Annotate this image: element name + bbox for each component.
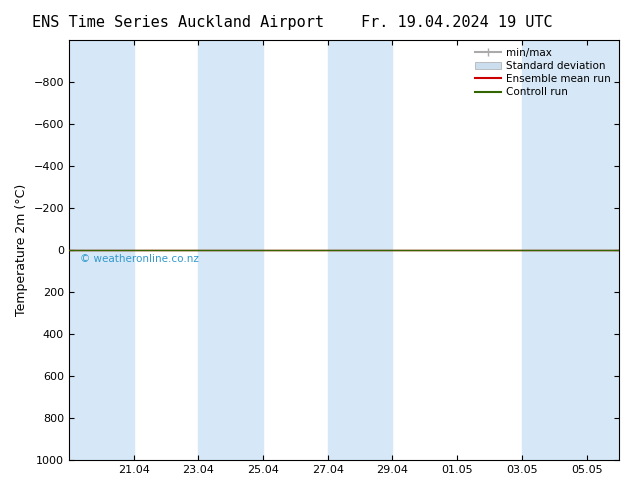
Text: Fr. 19.04.2024 19 UTC: Fr. 19.04.2024 19 UTC <box>361 15 552 30</box>
Text: ENS Time Series Auckland Airport: ENS Time Series Auckland Airport <box>32 15 323 30</box>
Bar <box>198 40 263 460</box>
Text: © weatheronline.co.nz: © weatheronline.co.nz <box>80 254 199 264</box>
Y-axis label: Temperature 2m (°C): Temperature 2m (°C) <box>15 184 28 316</box>
Bar <box>69 40 134 460</box>
Legend: min/max, Standard deviation, Ensemble mean run, Controll run: min/max, Standard deviation, Ensemble me… <box>472 45 614 100</box>
Bar <box>522 40 619 460</box>
Bar <box>328 40 392 460</box>
